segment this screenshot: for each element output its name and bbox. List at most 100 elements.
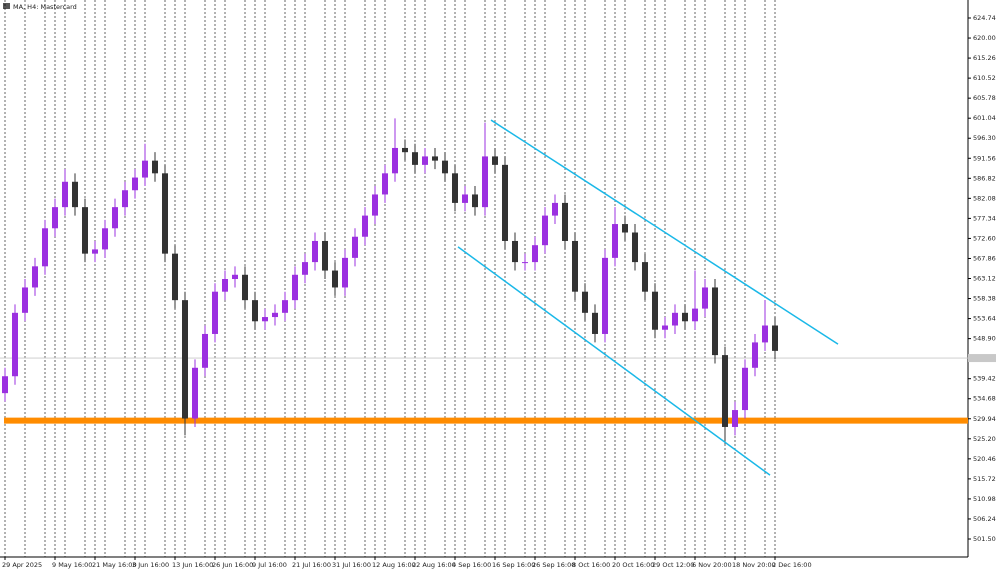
y-tick-label: 563.12 (973, 275, 996, 283)
candle-body (142, 160, 148, 178)
candle-body (352, 236, 358, 258)
candle-body (662, 325, 668, 330)
candle-body (112, 207, 118, 229)
candle-body (572, 240, 578, 292)
candle-body (772, 325, 778, 351)
candle-body (322, 240, 328, 271)
candle-body (692, 308, 698, 322)
candle-body (312, 240, 318, 263)
candle-body (422, 156, 428, 165)
candle-body (642, 262, 648, 292)
candle-body (712, 287, 718, 356)
candle-body (342, 257, 348, 288)
candle-body (12, 312, 18, 377)
x-tick-label: 21 May 16:00 (92, 561, 137, 569)
candle-body (702, 287, 708, 309)
y-tick-label: 586.82 (973, 174, 996, 182)
candle-body (132, 177, 138, 191)
y-tick-label: 596.30 (973, 134, 996, 142)
candle-body (272, 312, 278, 318)
x-tick-label: 26 Sep 16:00 (532, 561, 575, 569)
y-tick-label: 548.90 (973, 335, 996, 343)
candle-body (412, 152, 418, 165)
candle-body (302, 262, 308, 275)
y-tick-label: 572.60 (973, 234, 996, 242)
candle-body (252, 300, 258, 322)
x-tick-label: 21 Jul 16:00 (292, 561, 331, 569)
candle-body (212, 291, 218, 334)
y-tick-label: 577.34 (973, 214, 996, 222)
candle-body (672, 312, 678, 326)
candle-body (402, 147, 408, 153)
x-tick-label: 9 Jul 16:00 (252, 561, 287, 569)
x-tick-label: 12 Aug 16:00 (372, 561, 416, 569)
y-tick-label: 567.86 (973, 254, 996, 262)
candle-body (172, 253, 178, 301)
y-tick-label: 610.52 (973, 74, 996, 82)
candle-body (382, 173, 388, 195)
candle-body (552, 202, 558, 216)
y-tick-label: 624.74 (973, 14, 996, 22)
candle-body (62, 181, 68, 208)
candle-body (102, 228, 108, 250)
x-tick-label: 29 Oct 12:00 (652, 561, 694, 569)
y-tick-label: 510.98 (973, 495, 996, 503)
candle-body (522, 262, 528, 264)
candle-body (362, 215, 368, 237)
candle-body (152, 160, 158, 174)
x-tick-label: 9 May 16:00 (52, 561, 92, 569)
candle-body (242, 274, 248, 301)
candle-body (512, 240, 518, 263)
candle-body (502, 164, 508, 241)
candle-body (202, 333, 208, 368)
y-tick-label: 553.64 (973, 315, 996, 323)
y-tick-label: 605.78 (973, 94, 996, 102)
y-tick-label: 534.68 (973, 395, 996, 403)
x-tick-label: 22 Aug 16:00 (412, 561, 456, 569)
candle-body (452, 173, 458, 203)
candle-body (82, 207, 88, 254)
candle-body (292, 274, 298, 301)
candle-body (542, 215, 548, 246)
x-tick-label: 13 Jun 16:00 (172, 561, 213, 569)
x-tick-label: 2 Dec 16:00 (772, 561, 812, 569)
candle-body (442, 160, 448, 174)
candle-body (652, 291, 658, 330)
candle-body (482, 156, 488, 208)
y-tick-label: 506.24 (973, 515, 996, 523)
candle-body (632, 232, 638, 263)
candle-body (732, 410, 738, 427)
candle-body (122, 190, 128, 208)
y-tick-label: 601.04 (973, 114, 996, 122)
candle-body (462, 194, 468, 203)
candle-body (432, 156, 438, 161)
y-tick-label: 501.50 (973, 535, 996, 543)
candle-body (392, 147, 398, 174)
x-tick-label: 8 Oct 16:00 (572, 561, 610, 569)
y-tick-label: 582.08 (973, 194, 996, 202)
candle-body (722, 355, 728, 427)
chart-title: MA, H4: Mastercard (13, 3, 77, 11)
x-tick-label: 18 Nov 20:00 (732, 561, 776, 569)
y-tick-label: 591.56 (973, 154, 996, 162)
candle-body (42, 228, 48, 267)
candle-body (282, 300, 288, 313)
candle-body (592, 312, 598, 334)
candle-body (52, 207, 58, 229)
x-tick-label: 3 Jun 16:00 (132, 561, 169, 569)
y-tick-label: 515.72 (973, 475, 996, 483)
y-tick-label: 539.42 (973, 375, 996, 383)
y-tick-label: 615.26 (973, 54, 996, 62)
candle-body (612, 224, 618, 258)
candle-body (472, 194, 478, 208)
candle-body (72, 181, 78, 208)
x-tick-label: 29 Apr 2025 (2, 561, 42, 569)
candle-body (162, 173, 168, 254)
symbol-icon (3, 3, 10, 9)
candle-body (682, 312, 688, 322)
x-tick-label: 20 Oct 16:00 (612, 561, 654, 569)
candle-body (92, 249, 98, 254)
x-tick-label: 31 Jul 16:00 (332, 561, 371, 569)
price-box (968, 354, 996, 363)
